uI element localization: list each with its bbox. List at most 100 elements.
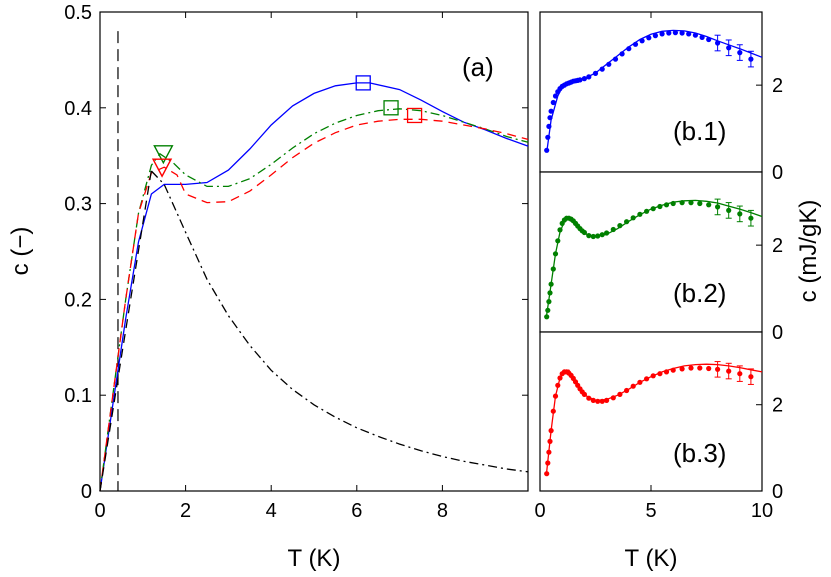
panel-a-ytick-label: 0.2	[64, 289, 92, 311]
panel-b2-data-point	[688, 200, 694, 206]
panel-b3-data-point	[644, 376, 650, 382]
panel-b3-data-point	[546, 449, 552, 455]
panel-b3-data-point	[599, 398, 605, 404]
panel-a-xtick-label: 6	[351, 500, 362, 522]
panel-a-series-3-triangle-marker	[151, 158, 173, 178]
panel-b3-data-point	[630, 383, 636, 389]
panel-b1-data-point	[577, 77, 583, 83]
panel-a-series-1-line	[99, 82, 529, 492]
panel-b3-data-point	[706, 365, 712, 372]
panel-a-xlabel: T (K)	[288, 545, 341, 572]
panel-b2-ytick-label: 0	[772, 322, 783, 344]
panel-b3-frame	[539, 331, 763, 492]
panel-b2-data-point	[663, 202, 670, 208]
panel-b3-data-point	[545, 460, 551, 466]
panel-b1-data-point	[639, 38, 645, 44]
panel-a-label: (a)	[462, 52, 494, 82]
panel-a-ylabel: c (−)	[7, 227, 34, 276]
panel-b3-data-point	[550, 408, 556, 414]
panel-b2-data-point	[586, 233, 592, 239]
panel-b: 0 2 0 2 0 2 0 5 10 (b.1) (b.2) (b.3) T (K) c (mJ…	[534, 11, 822, 572]
panel-b3-data-point	[610, 395, 616, 401]
panel-a-ytick-label: 0.1	[64, 385, 92, 407]
panel-a-ytick-label: 0.4	[64, 98, 92, 120]
panel-b2-data-point	[555, 238, 561, 244]
panel-a-series-2-triangle-marker	[153, 145, 174, 165]
panel-b2-data-point	[697, 200, 703, 207]
panel-b1-data-point	[672, 29, 679, 36]
panel-b1-frame	[539, 11, 763, 173]
panel-b1-data-point	[666, 30, 672, 36]
panel-b2-data-point	[550, 266, 556, 272]
panel-b1-data-point	[619, 51, 625, 57]
panel-b3-data-point	[581, 391, 588, 397]
panel-b1-data-point	[548, 108, 554, 114]
panel-b2-ytick-label: 2	[772, 235, 783, 257]
panel-b-xtick-label: 10	[751, 500, 773, 522]
panel-b3-data-point	[650, 373, 656, 379]
panel-b1-data-point	[599, 66, 605, 72]
panel-b1-data-point	[606, 61, 612, 67]
panel-b1-data-point	[632, 41, 639, 47]
panel-b3-data-point	[617, 391, 623, 397]
panel-a-ticks: 0 2 4 6 8 0 0.1 0.2 0.3 0.4 0.5	[64, 2, 528, 522]
panel-b1-data-point	[544, 147, 550, 153]
panel-b2-label: (b.2)	[673, 278, 726, 308]
panel-b3-ytick-label: 0	[772, 481, 783, 503]
panel-b1-data-point	[679, 30, 685, 36]
panel-b1-data-point	[706, 36, 712, 43]
panel-a-data	[99, 31, 529, 492]
panel-b2-data-point	[679, 200, 685, 206]
panel-b1-label: (b.1)	[673, 116, 726, 146]
panel-b3-data-point	[670, 367, 676, 373]
panel-b-xtick-label: 5	[645, 500, 656, 522]
panel-b3-data-point	[657, 371, 663, 377]
panel-b1-ytick-label: 2	[772, 75, 783, 97]
panel-b3-data-point	[590, 397, 596, 403]
panel-b1-data-point	[626, 46, 632, 52]
panel-b3-data-point	[624, 387, 630, 394]
panel-b-ticks: 0 2 0 2 0 2 0 5 10	[534, 12, 783, 522]
panel-a-series-1-square-marker	[355, 75, 371, 91]
panel-b-xlabel: T (K)	[625, 545, 678, 572]
panel-a-series-2-square-marker	[383, 100, 399, 116]
panel-b1-data-point	[612, 56, 619, 62]
panel-b3-data-point	[604, 397, 610, 403]
panel-b1-data-point	[581, 76, 588, 82]
panel-b3-data-point	[679, 366, 685, 372]
panel-b3-data-point	[552, 393, 559, 399]
panel-b2-data-point	[545, 307, 551, 313]
panel-b1-data-point	[592, 70, 599, 76]
panel-b2-data-point	[548, 281, 554, 287]
panel-a-xtick-label: 4	[266, 500, 277, 522]
panel-b2-data-point	[590, 233, 596, 240]
panel-b2-frame	[539, 171, 763, 333]
panel-b2-data-point	[637, 211, 643, 217]
panel-b3-data-point	[547, 438, 553, 444]
panel-b1-data-point	[659, 31, 665, 37]
panel-b1-data-point	[699, 34, 705, 41]
panel-b3-data-point	[637, 379, 643, 385]
panel-b2-data-point	[706, 202, 712, 208]
panel-b1-ytick-label: 0	[772, 162, 783, 184]
panel-b3-data-point	[663, 369, 670, 375]
panel-a-frame	[99, 11, 529, 492]
panel-a-xtick-label: 8	[437, 500, 448, 522]
panel-b1-data-point	[692, 32, 699, 38]
panel-b3-data-point	[555, 382, 561, 388]
panel-b2-data-point	[544, 314, 550, 320]
panel-b2-data-point	[624, 219, 630, 225]
panel-b2-data-point	[595, 233, 601, 239]
panel-b2-data-point	[557, 227, 563, 233]
panel-b2-data-point	[546, 299, 552, 305]
panel-b-data	[544, 29, 763, 477]
panel-b1-data-point	[586, 74, 592, 80]
panel-b3-data-point	[697, 365, 703, 371]
panel-a-series-5-line	[99, 169, 153, 492]
panel-b2-data-point	[599, 232, 605, 238]
panel-b3-data-point	[544, 471, 550, 477]
panel-b1-data-point	[550, 99, 556, 106]
panel-b1-data-point	[552, 93, 559, 99]
panel-b2-data-point	[630, 215, 636, 221]
